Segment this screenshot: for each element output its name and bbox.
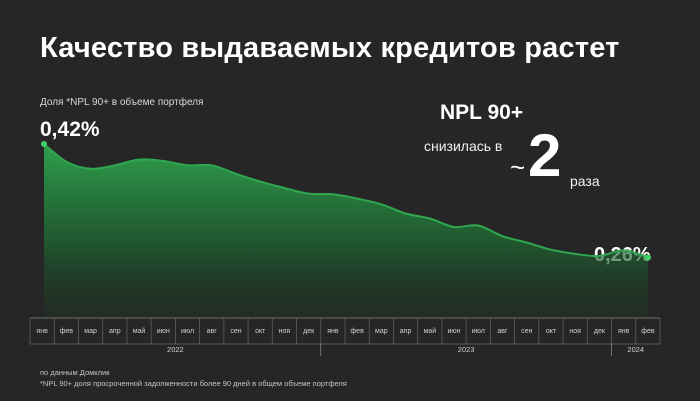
x-tick-label: июл — [472, 328, 485, 335]
callout-heading: NPL 90+ — [440, 101, 524, 124]
x-tick-label: янв — [327, 328, 339, 335]
chart-subtitle: Доля *NPL 90+ в объеме портфеля — [40, 97, 204, 108]
x-tick-label: дек — [594, 328, 606, 335]
x-tick-label: сен — [521, 328, 532, 335]
x-tick-label: июн — [157, 328, 170, 335]
x-tick-label: мар — [84, 328, 97, 335]
x-tick-label: июл — [181, 328, 194, 335]
x-tick-label: авг — [497, 328, 508, 335]
callout-tilde: ~ — [510, 152, 526, 182]
footnote: *NPL 90+ доля просроченной задолженности… — [40, 379, 347, 388]
x-tick-label: май — [133, 327, 146, 335]
series-line — [43, 143, 649, 259]
source-note: по данным Домклик — [40, 368, 110, 377]
year-label: 2024 — [627, 345, 644, 354]
x-tick-label: окт — [546, 328, 557, 335]
x-tick-label: апр — [109, 328, 121, 335]
x-tick-label: июн — [448, 328, 461, 335]
callout-subtext: снизилась в — [424, 138, 503, 154]
x-tick-label: мар — [375, 328, 388, 335]
area-fill — [44, 144, 648, 318]
x-tick-label: авг — [207, 328, 218, 335]
x-tick-label: фев — [641, 328, 655, 335]
callout-number: 2 — [528, 122, 562, 189]
x-tick-label: янв — [618, 328, 630, 335]
area-layer — [41, 141, 651, 318]
x-axis: янв фев мар апр май июн июл авг сен окт ноя дек янв ф… — [29, 317, 661, 356]
x-tick-label: май — [423, 327, 436, 335]
x-tick-label: фев — [60, 328, 74, 335]
start-value-label: 0,42% — [40, 118, 100, 141]
x-tick-label: окт — [255, 328, 266, 335]
x-tick-label: ноя — [569, 328, 581, 335]
x-tick-label: дек — [303, 328, 315, 335]
x-tick-label: ноя — [279, 328, 291, 335]
page-title: Качество выдаваемых кредитов растет — [40, 32, 620, 64]
endpoint-dot — [41, 141, 47, 147]
x-tick-label: янв — [36, 328, 48, 335]
x-tick-label: апр — [400, 328, 412, 335]
year-label: 2022 — [167, 345, 184, 354]
callout-unit: раза — [570, 173, 600, 189]
endpoint-dot — [645, 254, 651, 261]
x-tick-label: сен — [230, 328, 241, 335]
year-label: 2023 — [458, 345, 475, 354]
x-tick-label: фев — [350, 328, 364, 335]
